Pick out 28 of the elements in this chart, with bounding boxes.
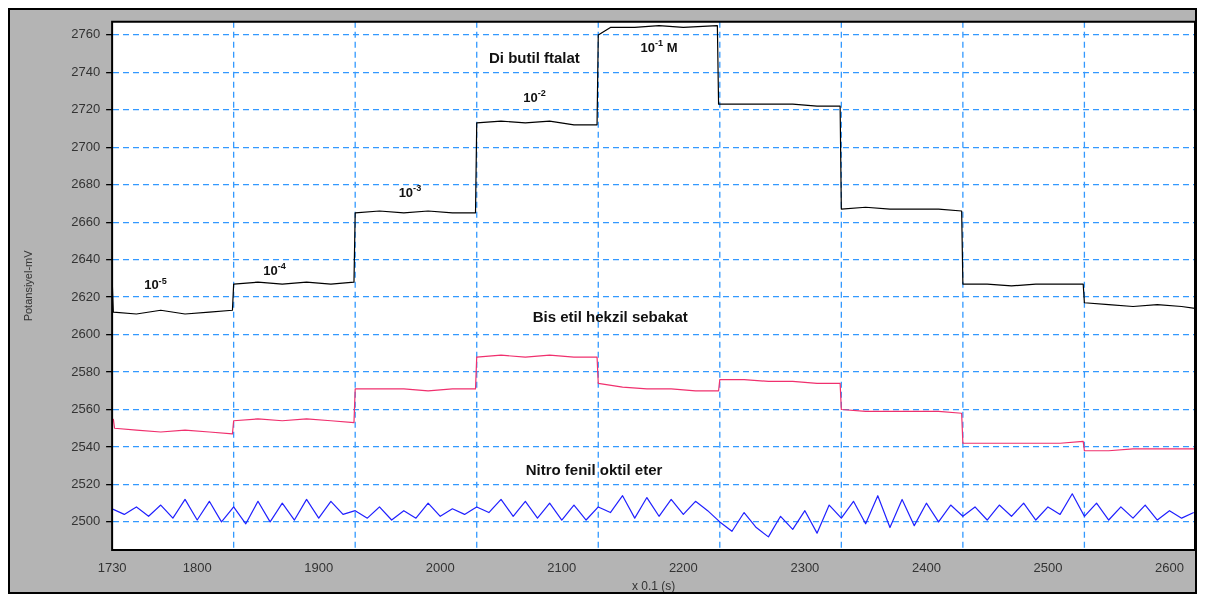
y-axis-title: Potansiyel-mV	[21, 249, 34, 322]
x-tick-label: 2400	[911, 560, 941, 576]
series-label: Di butil ftalat	[489, 48, 580, 66]
y-tick-label: 2740	[71, 63, 101, 79]
y-tick-label: 2500	[71, 513, 101, 529]
y-tick-label: 2620	[71, 288, 101, 304]
x-tick-label: 1730	[97, 560, 127, 576]
x-tick-label: 2500	[1033, 560, 1063, 576]
y-tick-label: 2580	[71, 363, 101, 379]
x-tick-label: 2100	[547, 560, 577, 576]
y-tick-label: 2720	[71, 101, 101, 117]
series-label: Nitro fenil oktil eter	[525, 460, 663, 478]
x-tick-label: 2000	[425, 560, 455, 576]
y-tick-label: 2700	[71, 138, 101, 154]
y-tick-label: 2680	[71, 176, 101, 192]
x-tick-label: 1800	[182, 560, 212, 576]
y-tick-label: 2760	[71, 26, 101, 42]
x-tick-label: 1900	[304, 560, 334, 576]
x-tick-label: 2300	[790, 560, 820, 576]
y-tick-label: 2520	[71, 476, 101, 492]
y-tick-label: 2560	[71, 401, 101, 417]
y-tick-label: 2660	[71, 213, 101, 229]
y-tick-label: 2640	[71, 251, 101, 267]
y-tick-label: 2600	[71, 326, 101, 342]
text: Bis etil hekzil sebakat	[532, 307, 688, 325]
x-tick-label: 2600	[1155, 560, 1184, 576]
x-tick-label: 2200	[668, 560, 698, 576]
y-tick-label: 2540	[71, 438, 101, 454]
